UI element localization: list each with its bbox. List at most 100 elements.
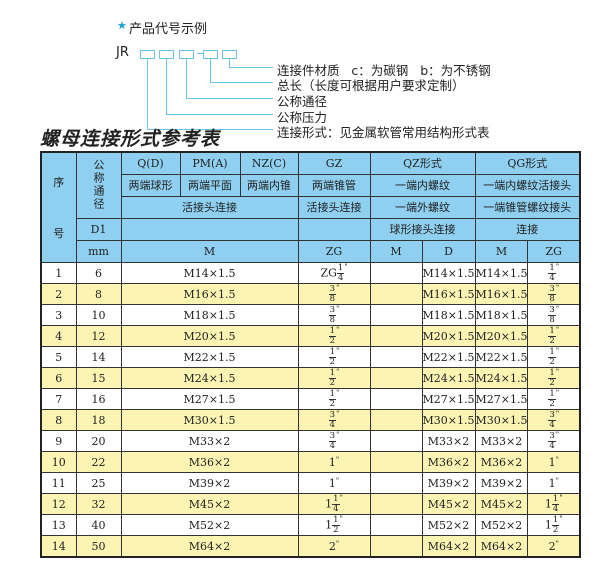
cell-no: 5 — [40, 346, 77, 368]
fraction-num: 1 — [328, 388, 337, 400]
header-qg-desc3: 连接 — [474, 218, 581, 241]
inch-mark: " — [335, 476, 340, 485]
fraction-num: 3 — [548, 409, 556, 421]
zg-pre: 1 — [544, 497, 552, 510]
table-row: 6 15 M24×1.5 1 2 " M24×1.5 M24×1.5 1 2 " — [40, 367, 581, 389]
inch-mark: " — [555, 367, 560, 376]
inch-mark: " — [339, 514, 343, 523]
fraction-den: 4 — [337, 272, 344, 283]
cell-qz-m — [369, 304, 423, 326]
fraction-den: 4 — [549, 440, 555, 451]
leader-line — [166, 59, 167, 115]
fraction-num: 1 — [332, 514, 340, 526]
inch-mark: " — [555, 539, 559, 548]
fraction-num: 1 — [548, 262, 556, 274]
cell-gz-zg: 1 2 " — [297, 388, 371, 410]
inch-mark: " — [336, 304, 340, 313]
fraction-num: 1 — [328, 367, 337, 379]
fraction-den: 2 — [329, 377, 336, 388]
cell-qg-m: M30×1.5 — [474, 409, 529, 431]
table-row: 13 40 M52×2 1 1 2 " M52×2 M52×2 1 1 2 " — [40, 514, 581, 536]
cell-qz-m — [369, 409, 423, 431]
cell-dn: 14 — [75, 346, 122, 368]
inch-mark: " — [559, 493, 563, 502]
header-mm: mm — [75, 240, 122, 263]
header-empty — [297, 218, 371, 241]
fraction-den: 4 — [329, 440, 336, 451]
header-d1: D1 — [75, 218, 122, 241]
inch-mark: " — [559, 514, 563, 523]
cell-m: M16×1.5 — [120, 283, 299, 305]
cell-dn: 32 — [75, 493, 122, 515]
fraction-den: 2 — [329, 398, 336, 409]
code-box — [203, 50, 218, 59]
cell-no: 8 — [40, 409, 77, 431]
header-pm-desc: 两端平面 — [179, 174, 241, 197]
cell-qz-d: M16×1.5 — [421, 283, 476, 305]
leader-line — [229, 67, 273, 68]
inch-mark: " — [555, 304, 560, 313]
cell-m: M22×1.5 — [120, 346, 299, 368]
cell-dn: 12 — [75, 325, 122, 347]
cell-qg-zg: 1 1 4 " — [527, 493, 581, 515]
cell-qg-zg: 1" — [527, 472, 581, 494]
zg-pre: 1 — [548, 476, 556, 490]
cell-qg-m: M64×2 — [474, 535, 529, 558]
cell-no: 6 — [40, 367, 77, 389]
cell-qz-d: M52×2 — [421, 514, 476, 536]
zg-pre: 1 — [325, 518, 333, 531]
cell-qz-m — [369, 367, 423, 389]
fraction-den: 4 — [333, 503, 339, 514]
cell-m: M36×2 — [120, 451, 299, 473]
code-prefix: JR — [116, 45, 129, 60]
table-row: 5 14 M22×1.5 1 2 " M22×1.5 M22×1.5 1 2 " — [40, 346, 581, 368]
cell-qz-m — [369, 514, 423, 536]
cell-no: 2 — [40, 283, 77, 305]
header-qg-zg: ZG — [527, 240, 581, 263]
fraction-den: 2 — [549, 335, 555, 346]
cell-qg-m: M36×2 — [474, 451, 529, 473]
cell-dn: 18 — [75, 409, 122, 431]
inch-mark: " — [555, 283, 560, 292]
cell-qg-m: M45×2 — [474, 493, 529, 515]
header-seq: 序号 — [40, 151, 77, 263]
cell-dn: 15 — [75, 367, 122, 389]
fraction-den: 4 — [549, 272, 555, 283]
cell-qg-zg: 1 2 " — [527, 388, 581, 410]
cell-m: M24×1.5 — [120, 367, 299, 389]
cell-m: M18×1.5 — [120, 304, 299, 326]
code-box — [159, 50, 174, 59]
cell-qz-m — [369, 535, 423, 558]
cell-qz-m — [369, 283, 423, 305]
fraction-num: 3 — [328, 409, 337, 421]
cell-m: M30×1.5 — [120, 409, 299, 431]
cell-qz-d: M33×2 — [421, 430, 476, 452]
fraction-num: 1 — [548, 325, 556, 337]
cell-qz-d: M14×1.5 — [421, 262, 476, 284]
cell-gz-zg: 1 2 " — [297, 367, 371, 389]
cell-qg-zg: 1 4 " — [527, 262, 581, 284]
header-gz-desc: 两端锥管 — [297, 174, 371, 197]
cell-qg-zg: 1" — [527, 451, 581, 473]
cell-qg-zg: 3 8 " — [527, 304, 581, 326]
cell-m: M64×2 — [120, 535, 299, 558]
inch-mark: " — [336, 325, 340, 334]
cell-m: M45×2 — [120, 493, 299, 515]
table-row: 11 25 M39×2 1" M39×2 M39×2 1" — [40, 472, 581, 494]
zg-pre: 2 — [548, 539, 556, 553]
header-m: M — [120, 240, 299, 263]
cell-qz-d: M22×1.5 — [421, 346, 476, 368]
fraction-den: 8 — [329, 314, 336, 325]
header-pm: PM(A) — [179, 151, 241, 175]
cell-qz-d: M45×2 — [421, 493, 476, 515]
zg-pre: 1 — [544, 518, 552, 531]
inch-mark: " — [555, 262, 560, 271]
inch-mark: " — [555, 388, 560, 397]
cell-dn: 22 — [75, 451, 122, 473]
cell-qz-m — [369, 346, 423, 368]
